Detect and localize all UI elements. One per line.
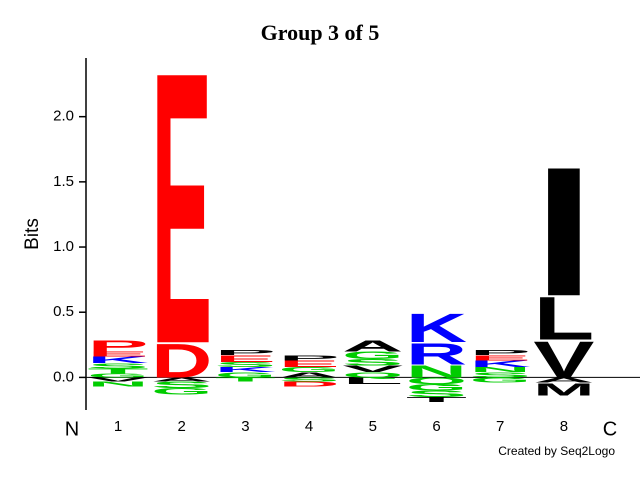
logo-letter: S bbox=[215, 361, 276, 369]
logo-letter: G bbox=[88, 373, 149, 379]
logo-letter: P bbox=[279, 354, 340, 362]
logo-letter: M bbox=[533, 380, 594, 400]
c-terminus-label: C bbox=[603, 418, 617, 440]
logo-letter: G bbox=[215, 371, 276, 379]
logo-letter: T bbox=[88, 367, 149, 375]
logo-letter: E bbox=[151, 0, 212, 426]
y-axis-label: Bits bbox=[22, 218, 43, 250]
logo-letter: G bbox=[151, 386, 212, 396]
logo-letter: P bbox=[88, 337, 149, 355]
logo-letter: D bbox=[151, 334, 212, 388]
logo-letter: D bbox=[279, 380, 340, 388]
y-tick-label: 0.5 bbox=[53, 303, 74, 320]
x-tick-label: 6 bbox=[432, 418, 440, 435]
logo-letter: K bbox=[406, 306, 467, 352]
logo-letter: N bbox=[88, 380, 149, 388]
credit: Created by Seq2Logo bbox=[498, 444, 615, 458]
n-terminus-label: N bbox=[65, 418, 79, 440]
logo-letter: T bbox=[215, 377, 276, 383]
logo-letter: N bbox=[470, 366, 531, 374]
logo-letter: A bbox=[279, 371, 340, 379]
logo-letter: P bbox=[470, 349, 531, 357]
x-tick-label: 1 bbox=[114, 418, 122, 435]
logo-letter: A bbox=[533, 376, 594, 384]
x-tick-label: 7 bbox=[496, 418, 504, 435]
logo-letter: L bbox=[342, 376, 403, 386]
logo-letter: G bbox=[406, 383, 467, 393]
x-tick-label: 4 bbox=[305, 418, 313, 435]
logo-letter: N bbox=[406, 361, 467, 381]
y-tick-label: 1.0 bbox=[53, 238, 74, 255]
x-tick-label: 5 bbox=[369, 418, 377, 435]
y-tick-label: 1.5 bbox=[53, 173, 74, 190]
logo-letter: G bbox=[342, 350, 403, 362]
logo-letter: K bbox=[470, 359, 531, 369]
logo-letter: V bbox=[88, 377, 149, 383]
y-tick-label: 2.0 bbox=[53, 108, 74, 125]
logo-letter: V bbox=[342, 364, 403, 374]
logo-letter: G bbox=[279, 366, 340, 374]
logo-letter: Q bbox=[406, 376, 467, 386]
logo-letter: K bbox=[88, 355, 149, 365]
logo-letter: S bbox=[470, 371, 531, 379]
logo-letter: T bbox=[406, 396, 467, 404]
logo-letter: E bbox=[88, 350, 149, 358]
logo-letter: I bbox=[533, 130, 594, 335]
logo-letter: S bbox=[279, 377, 340, 383]
logo-letter: E bbox=[470, 354, 531, 362]
logo-letter: R bbox=[406, 337, 467, 371]
logo-letter: Q bbox=[342, 371, 403, 379]
x-tick-label: 8 bbox=[560, 418, 568, 435]
logo-letter: S bbox=[88, 362, 149, 370]
x-tick-label: 3 bbox=[241, 418, 249, 435]
logo-letter: P bbox=[215, 349, 276, 357]
logo-letter: V bbox=[533, 331, 594, 389]
logo-letter: K bbox=[215, 366, 276, 374]
logo-letter: S bbox=[151, 380, 212, 390]
chart-title: Group 3 of 5 bbox=[261, 20, 380, 45]
y-tick-label: 0.0 bbox=[53, 368, 74, 385]
logo-letter: S bbox=[342, 358, 403, 368]
logo-letter: A bbox=[342, 337, 403, 355]
logo-letter: L bbox=[533, 284, 594, 352]
logo-letter: E bbox=[279, 359, 340, 369]
logo-letter: E bbox=[215, 354, 276, 364]
logo-letter: G bbox=[470, 376, 531, 384]
logo-letter: A bbox=[151, 377, 212, 383]
logo-letter: S bbox=[406, 389, 467, 399]
x-tick-label: 2 bbox=[178, 418, 186, 435]
